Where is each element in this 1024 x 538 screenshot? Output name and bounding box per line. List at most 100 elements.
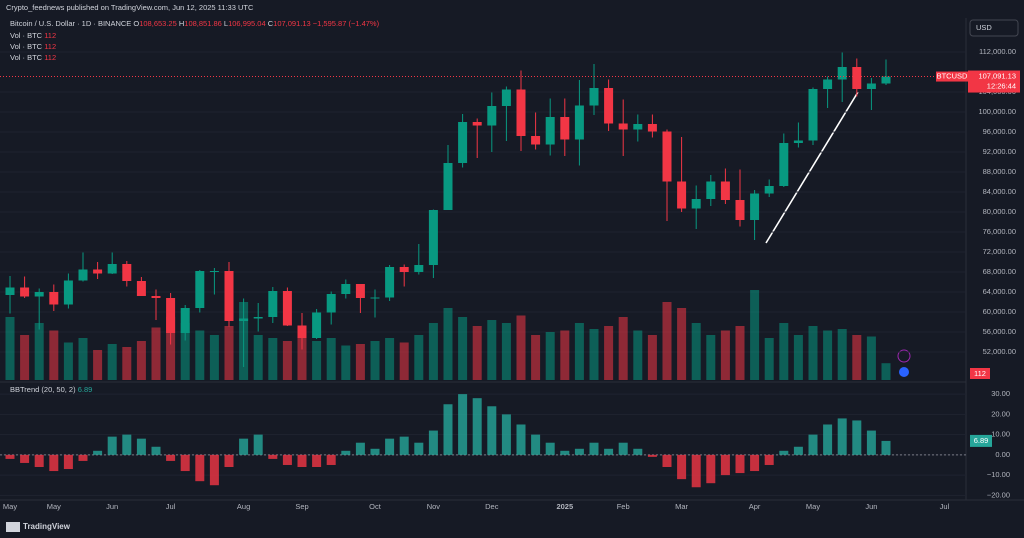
volume-bar [443, 308, 453, 380]
indicator-bar [881, 440, 891, 455]
y-tick-label: 64,000.00 [983, 287, 1016, 296]
volume-label: 112 [974, 369, 986, 378]
x-tick-label: Oct [369, 502, 382, 511]
vol-name: Vol · BTC [10, 53, 43, 62]
indicator-bar [63, 454, 73, 470]
indicator-bar [793, 446, 803, 455]
vol-legend: Vol · BTC 112 [10, 31, 56, 40]
candle-body [136, 281, 146, 296]
ticker-box [936, 71, 968, 82]
indicator-bar [414, 442, 424, 455]
publisher: Crypto_feednews published on TradingView… [6, 3, 254, 12]
volume-bar [618, 317, 628, 380]
y-tick-label: 52,000.00 [983, 347, 1016, 356]
y-tick-label: −20.00 [987, 490, 1010, 499]
indicator-bar [78, 454, 88, 461]
volume-bar [487, 320, 497, 380]
candle-body [443, 163, 453, 210]
c: C [268, 19, 274, 28]
indicator-bar [195, 454, 205, 482]
volume-bar [750, 290, 760, 380]
legend: Bitcoin / U.S. Dollar · 1D · BINANCE O10… [10, 19, 380, 28]
indicator-legend: BBTrend (20, 50, 2) 6.89 [10, 385, 92, 394]
volume-bar [385, 338, 395, 380]
candle-body [808, 89, 818, 141]
volume-bar [866, 336, 876, 380]
event-icon[interactable] [897, 349, 911, 363]
volume-bar [531, 335, 541, 380]
indicator-bar [677, 454, 687, 480]
indicator-bar [706, 454, 716, 484]
indicator-bar [239, 438, 249, 455]
y-tick-label: 88,000.00 [983, 167, 1016, 176]
trend-line [765, 91, 859, 244]
candle-body [531, 136, 541, 145]
y-tick-label: 72,000.00 [983, 247, 1016, 256]
volume-bar [472, 326, 482, 380]
y-tick-label: 10.00 [991, 430, 1010, 439]
volume-bar [34, 323, 44, 380]
candle-body [852, 67, 862, 89]
currency-button[interactable] [969, 19, 1019, 37]
x-tick-label: May [47, 502, 61, 511]
event-icon[interactable] [899, 367, 909, 377]
candle-body [253, 317, 263, 319]
indicator-bar [443, 404, 453, 455]
candle-body [239, 318, 249, 321]
candle-body [312, 312, 322, 338]
volume-bar [268, 338, 278, 380]
volume-bar [209, 335, 219, 380]
candle-body [589, 88, 599, 106]
candle-body [618, 123, 628, 130]
volume-bar [312, 341, 322, 380]
indicator-title: BBTrend (20, 50, 2) [10, 385, 76, 394]
volume-bar [78, 338, 88, 380]
y-tick-label: 92,000.00 [983, 147, 1016, 156]
candle-body [282, 291, 292, 326]
candle-body [735, 200, 745, 220]
volume-bar [93, 350, 103, 380]
currency[interactable]: USD [976, 23, 992, 32]
volume-bar [63, 342, 73, 380]
indicator-bar [209, 454, 219, 486]
h: H [179, 19, 184, 28]
candle-body [224, 271, 234, 321]
x-tick-label: Sep [295, 502, 308, 511]
indicator-bar [837, 418, 847, 455]
volume-bar [545, 332, 555, 380]
brand: TradingView [23, 522, 71, 531]
candle-body [472, 122, 482, 126]
volume-bar [195, 330, 205, 380]
indicator-bar [531, 434, 541, 455]
candle-body [63, 280, 73, 305]
candle-body [691, 199, 701, 209]
candle-body [355, 284, 365, 298]
candle-body [195, 271, 205, 308]
y-tick-label: 68,000.00 [983, 267, 1016, 276]
high: 108,851.86 [184, 19, 222, 28]
indicator-bar [560, 450, 570, 455]
indicator-bar [312, 454, 322, 468]
candle-body [20, 287, 30, 297]
y-tick-label: 100,000.00 [978, 107, 1016, 116]
indicator-bar [647, 454, 657, 457]
volume-bar [151, 327, 161, 380]
volume-bar [589, 329, 599, 380]
indicator-bar [764, 454, 774, 465]
indicator-bar [589, 442, 599, 455]
symbol: Bitcoin / U.S. Dollar · 1D · BINANCE [10, 19, 131, 28]
candle-body [180, 308, 190, 333]
volume-box [970, 368, 990, 379]
volume-bar [662, 302, 672, 380]
x-tick-label: Feb [617, 502, 630, 511]
volume-bar [516, 315, 526, 380]
candle-body [34, 292, 44, 297]
candle-body [209, 271, 219, 272]
indicator-bar [370, 448, 380, 455]
candle-body [750, 193, 760, 220]
indicator-bar [852, 420, 862, 455]
candle-body [93, 269, 103, 274]
x-tick-label: Jun [106, 502, 118, 511]
volume-bar [253, 335, 263, 380]
